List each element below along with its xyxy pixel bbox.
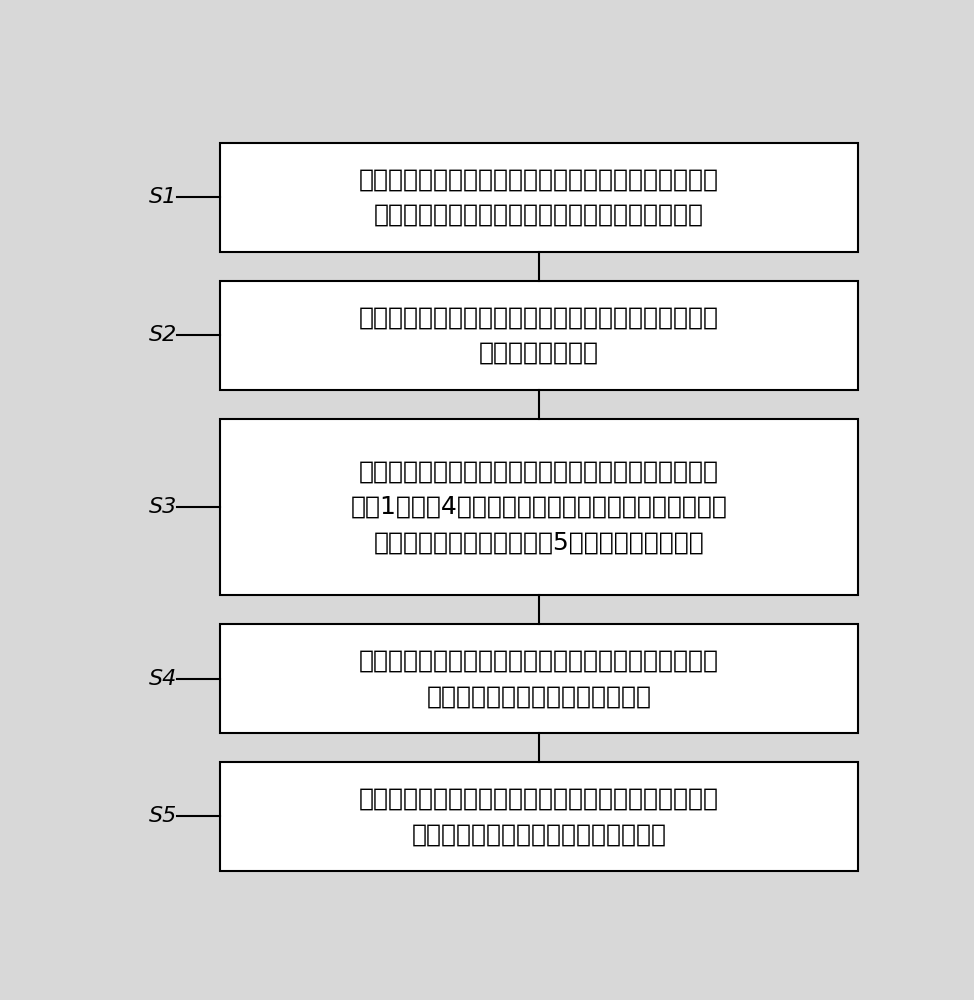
Bar	[220, 143, 858, 252]
Text: S4: S4	[149, 669, 177, 689]
Bar	[220, 419, 858, 595]
Text: S1: S1	[149, 187, 177, 207]
Text: 发送者对其所拥有的两个原子进行测量，判断原子处于
基态还是激发态；: 发送者对其所拥有的两个原子进行测量，判断原子处于 基态还是激发态；	[358, 306, 719, 365]
Bar	[220, 624, 858, 733]
Bar	[220, 762, 858, 871]
Text: 发送者制备一个单模腔，引入一个强经典场驱动原子，
发送者设置各器件的参数，调节经典场的拉比频率: 发送者制备一个单模腔，引入一个强经典场驱动原子， 发送者设置各器件的参数，调节经…	[358, 168, 719, 227]
Text: 最终的接收者根据来自发送者和另一位接收者的经典信
息，判断是否完成了远程态制备的任务: 最终的接收者根据来自发送者和另一位接收者的经典信 息，判断是否完成了远程态制备的…	[358, 787, 719, 846]
Text: S3: S3	[149, 497, 177, 517]
Bar	[220, 281, 858, 390]
Text: S5: S5	[149, 806, 177, 826]
Text: S2: S2	[149, 325, 177, 345]
Text: 发送者在两位接收者中选择一位作为最终的接收者，将
原孟1和原孟4的测量结果通过经典信道发送给第一发送
者和第二发送者，并将原孟5分配给最终的接收者: 发送者在两位接收者中选择一位作为最终的接收者，将 原孟1和原孟4的测量结果通过经…	[351, 460, 728, 554]
Text: 另一位接收者对自己手中的原子进行测量，并将测量结
果通过经典信道告知最终的接收者: 另一位接收者对自己手中的原子进行测量，并将测量结 果通过经典信道告知最终的接收者	[358, 649, 719, 708]
